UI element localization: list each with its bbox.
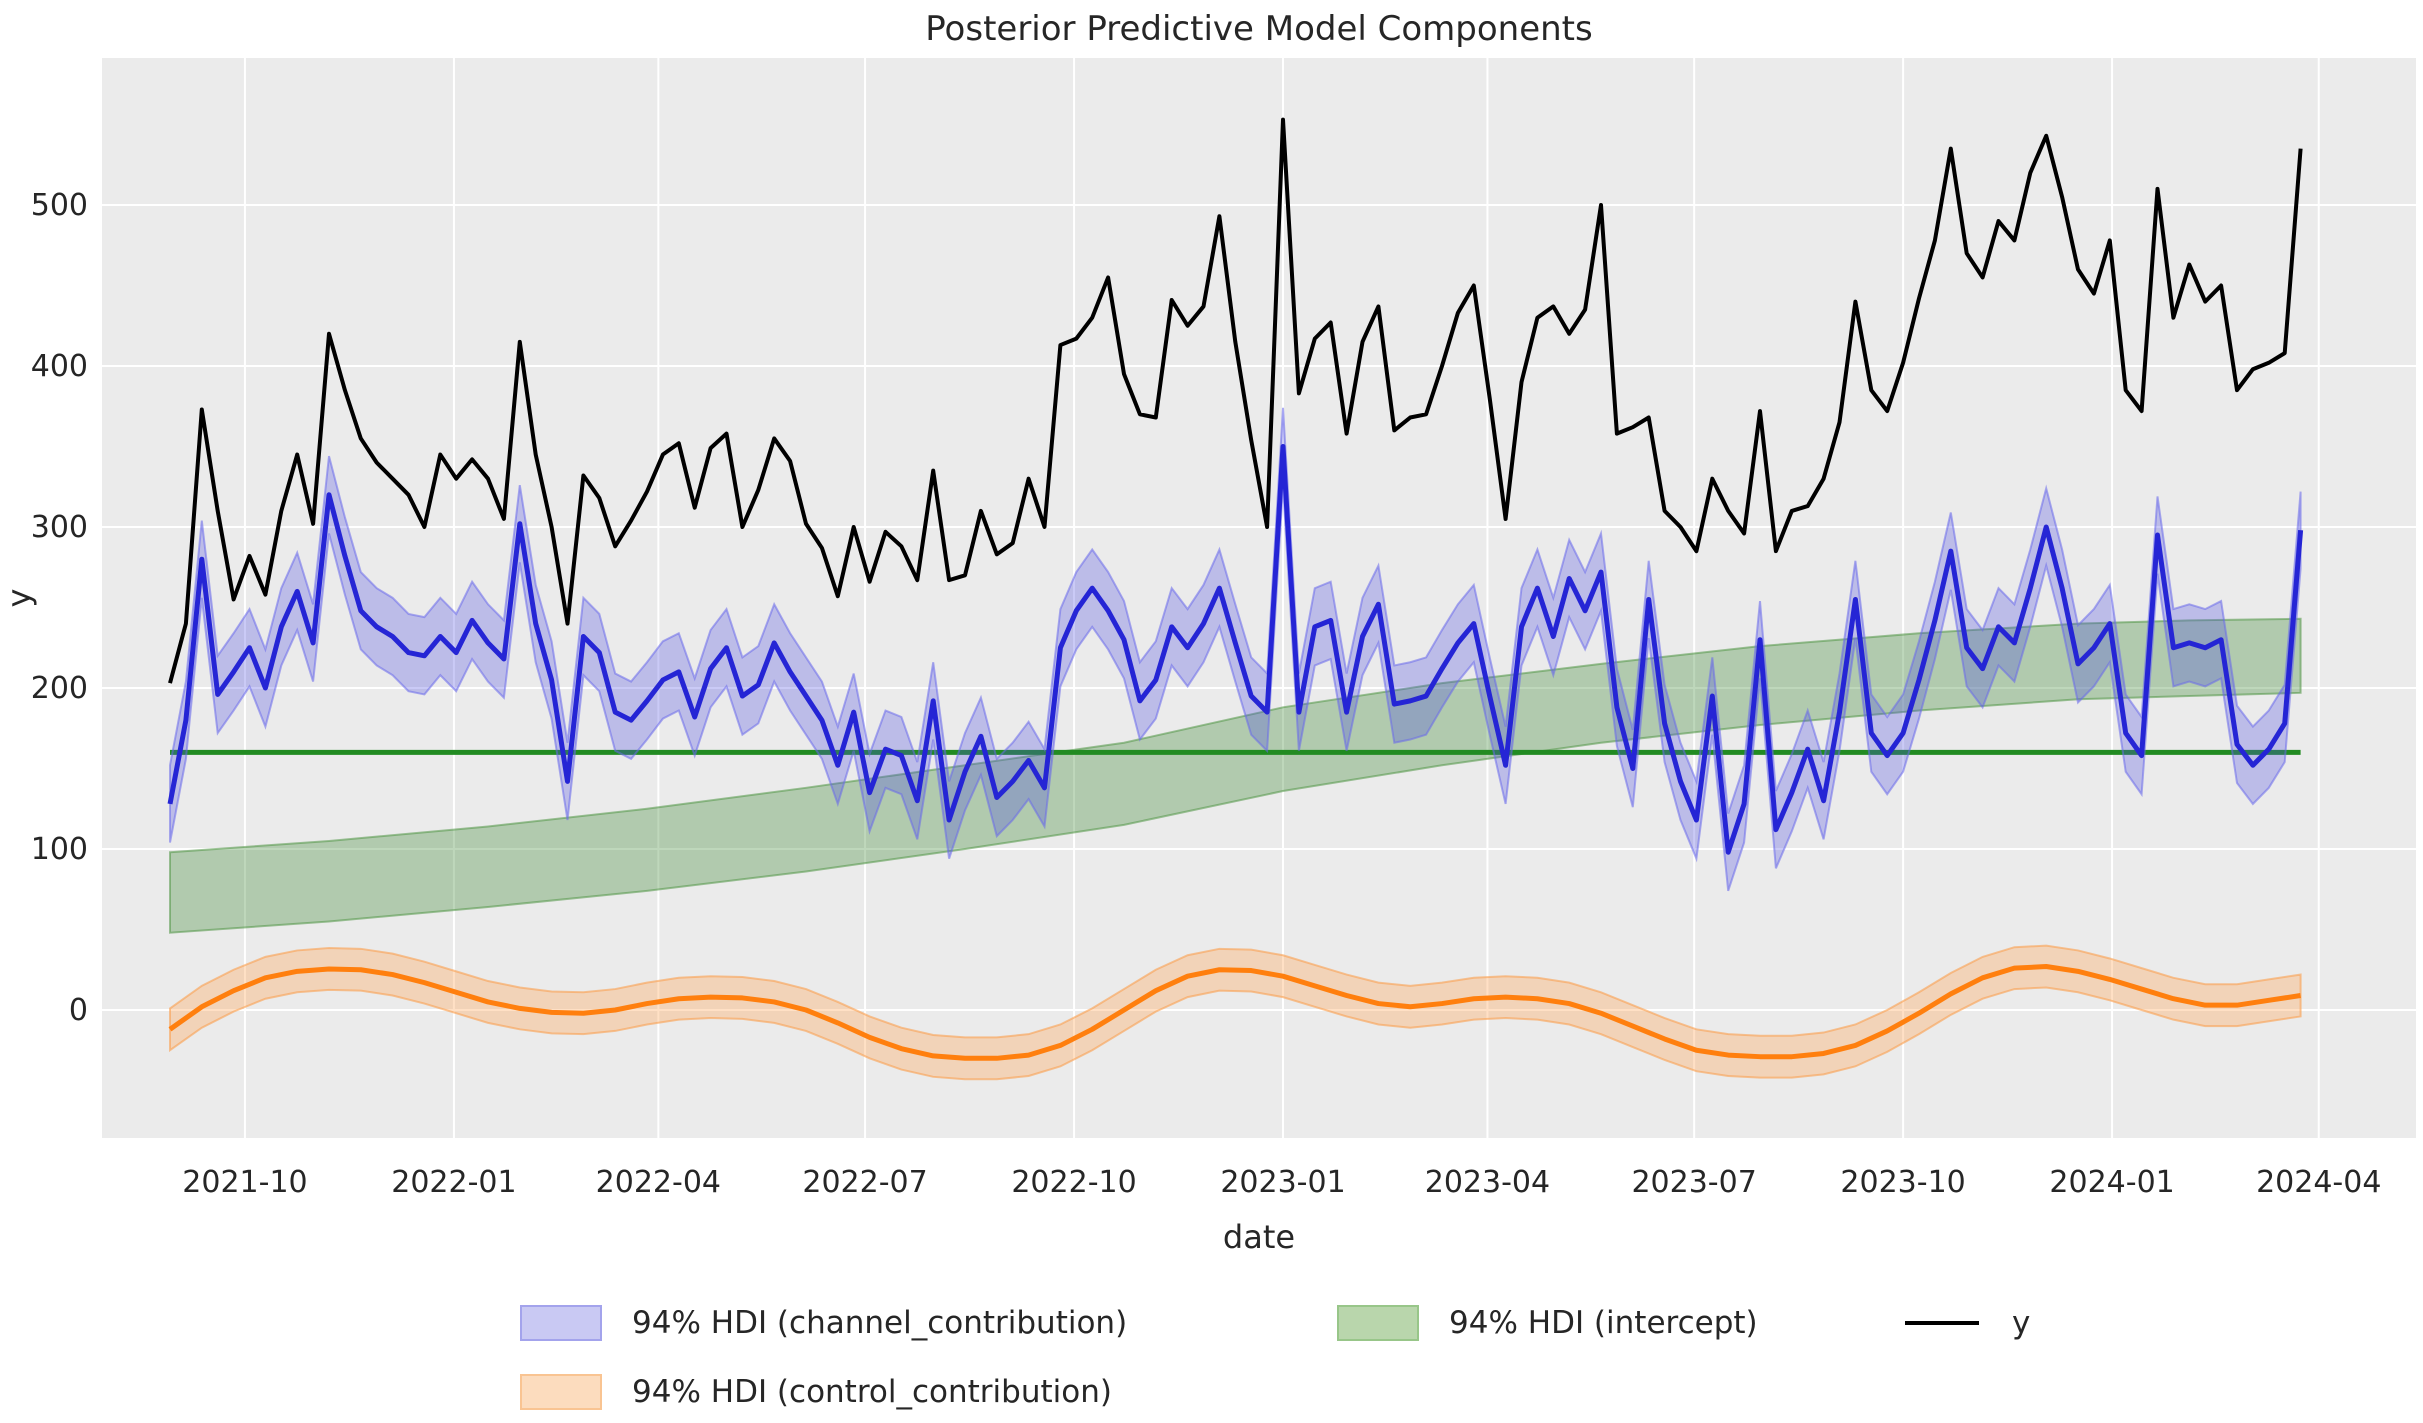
- svg-text:100: 100: [31, 832, 88, 867]
- svg-text:2024-01: 2024-01: [2049, 1165, 2174, 1200]
- svg-text:2022-04: 2022-04: [596, 1165, 721, 1200]
- legend-label-control-contribution: 94% HDI (control_contribution): [632, 1374, 1112, 1410]
- svg-text:2022-01: 2022-01: [391, 1165, 516, 1200]
- svg-text:400: 400: [31, 349, 88, 384]
- svg-text:300: 300: [31, 510, 88, 545]
- grid: [102, 58, 2416, 1138]
- y-axis-label: y: [0, 589, 38, 608]
- svg-text:2024-04: 2024-04: [2256, 1165, 2381, 1200]
- svg-text:2023-01: 2023-01: [1220, 1165, 1345, 1200]
- legend-swatch-intercept: [1337, 1305, 1419, 1341]
- svg-text:0: 0: [69, 993, 88, 1028]
- legend-label-channel-contribution: 94% HDI (channel_contribution): [632, 1305, 1128, 1341]
- plot-area: [102, 58, 2416, 1138]
- control-mean-line: [168, 964, 2301, 1061]
- channel-mean-line: [167, 444, 2304, 855]
- legend-swatch-channel-contribution: [520, 1305, 602, 1341]
- svg-text:200: 200: [31, 671, 88, 706]
- svg-text:2023-10: 2023-10: [1840, 1165, 1965, 1200]
- svg-text:2022-10: 2022-10: [1011, 1165, 1136, 1200]
- chart-title: Posterior Predictive Model Components: [925, 9, 1592, 49]
- y-tick-labels: 0 100 200 300 400 500: [31, 188, 88, 1028]
- x-tick-labels: 2021-10 2022-01 2022-04 2022-07 2022-10 2023-…: [182, 1165, 2381, 1200]
- svg-text:2022-07: 2022-07: [802, 1165, 927, 1200]
- svg-text:2023-04: 2023-04: [1425, 1165, 1550, 1200]
- svg-text:2023-07: 2023-07: [1631, 1165, 1756, 1200]
- y-series-line: [168, 117, 2303, 684]
- legend-swatch-control-contribution: [520, 1374, 602, 1410]
- svg-text:500: 500: [31, 188, 88, 223]
- legend-line-sample-y: [1905, 1321, 1979, 1325]
- svg-text:2021-10: 2021-10: [182, 1165, 307, 1200]
- x-axis-label: date: [1223, 1218, 1295, 1256]
- control-hdi-band: [169, 944, 2302, 1081]
- legend-label-intercept: 94% HDI (intercept): [1449, 1305, 1758, 1341]
- legend-label-y: y: [2012, 1305, 2031, 1341]
